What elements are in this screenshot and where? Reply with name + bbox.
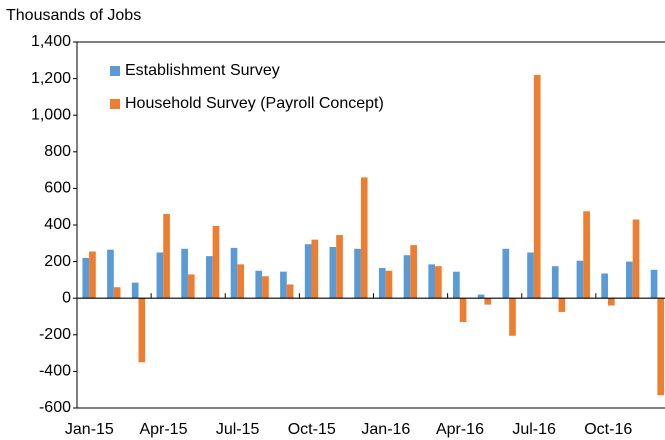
x-tick-label: Oct-16	[584, 421, 632, 438]
bar	[601, 273, 608, 299]
bar	[657, 298, 665, 396]
bar	[205, 256, 213, 299]
bar	[107, 249, 114, 299]
x-tick-label: Oct-15	[288, 421, 336, 438]
y-axis-label: Thousands of Jobs	[6, 7, 141, 24]
bar	[286, 284, 294, 299]
bar	[403, 255, 411, 299]
y-tick-label: 800	[44, 143, 71, 160]
y-tick-label: 400	[44, 216, 71, 233]
bar	[378, 268, 386, 299]
y-tick-label: 200	[44, 253, 71, 270]
y-tick-label: 1,200	[31, 70, 71, 87]
x-tick-label: Jul-16	[512, 421, 556, 438]
x-tick-label: Jul-15	[216, 421, 260, 438]
bar	[255, 270, 263, 299]
bar	[484, 298, 492, 305]
bar	[435, 266, 442, 299]
legend-label: Establishment Survey	[125, 62, 280, 79]
y-tick-label: 0	[62, 289, 71, 306]
bar	[576, 260, 584, 299]
bar	[163, 214, 170, 299]
bar	[583, 211, 590, 299]
y-tick-label: 600	[44, 180, 71, 197]
bar	[262, 276, 269, 299]
bar	[509, 298, 516, 336]
bar	[533, 74, 541, 299]
y-tick-label: -600	[39, 399, 71, 416]
bar	[626, 261, 633, 299]
bar	[212, 225, 220, 299]
bar	[304, 244, 312, 299]
x-tick-label: Jan-16	[361, 421, 410, 438]
bar	[329, 246, 337, 299]
bar	[187, 274, 195, 299]
bar	[280, 271, 287, 299]
bar	[156, 252, 164, 299]
bar	[311, 239, 319, 299]
bar	[336, 235, 343, 299]
x-tick-label: Jan-15	[65, 421, 114, 438]
bar	[181, 248, 188, 299]
bar	[607, 298, 615, 306]
bar	[650, 269, 658, 299]
bar	[477, 294, 485, 299]
bar	[632, 219, 640, 299]
bar	[558, 298, 566, 312]
bar	[230, 247, 238, 299]
bar	[502, 248, 510, 299]
bar	[354, 248, 361, 299]
bar	[360, 177, 368, 299]
bar	[82, 257, 90, 299]
legend-swatch	[110, 99, 120, 109]
x-tick-label: Apr-15	[139, 421, 187, 438]
legend-swatch	[110, 66, 120, 76]
bar	[459, 298, 467, 322]
bar	[131, 282, 139, 299]
bar	[113, 287, 121, 299]
bar	[527, 252, 534, 299]
bar	[453, 271, 460, 299]
x-tick-label: Apr-16	[436, 421, 484, 438]
y-tick-label: 1,000	[31, 106, 71, 123]
bar	[89, 251, 96, 299]
bar	[551, 266, 559, 299]
bar	[385, 270, 393, 299]
bar	[410, 245, 417, 299]
bar	[428, 264, 436, 299]
bar	[138, 298, 146, 363]
bar	[237, 264, 245, 299]
y-tick-label: -400	[39, 363, 71, 380]
y-tick-label: 1,400	[31, 33, 71, 50]
y-tick-label: -200	[39, 326, 71, 343]
legend-label: Household Survey (Payroll Concept)	[125, 95, 384, 112]
